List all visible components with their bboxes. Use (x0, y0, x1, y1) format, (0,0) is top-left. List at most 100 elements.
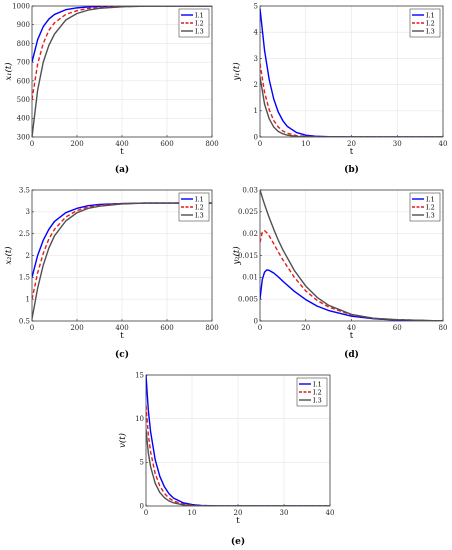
x-axis-label: t (120, 147, 124, 157)
series-line-I-2 (260, 63, 443, 137)
series-line-I-2 (32, 6, 212, 100)
y-axis-label: x₂(t) (3, 246, 14, 264)
x-axis-label: t (350, 147, 354, 157)
series-line-I-3 (260, 190, 443, 321)
legend-box (178, 192, 210, 222)
y-axis-label: y₁(t) (231, 62, 242, 81)
series-line-I-1 (32, 6, 212, 63)
series-line-I-3 (146, 429, 330, 506)
panel-caption: (d) (344, 349, 359, 360)
y-tick-label: 4 (254, 29, 259, 37)
panel-caption: (b) (344, 164, 359, 175)
x-tick-label: 20 (234, 509, 243, 517)
y-tick-label: 800 (17, 40, 30, 48)
y-tick-label: 5 (140, 459, 144, 467)
legend-label: I.3 (426, 211, 435, 219)
x-tick-label: 0 (30, 324, 34, 332)
panel-caption: (c) (115, 349, 129, 360)
legend-label: I.3 (426, 27, 435, 35)
y-tick-label: 700 (17, 59, 30, 67)
y-tick-label: 15 (135, 371, 144, 379)
y-tick-label: 0 (254, 317, 258, 325)
x-axis-label: t (120, 331, 124, 341)
legend-label: I.3 (195, 27, 204, 35)
y-tick-label: 1 (26, 296, 30, 304)
x-tick-label: 800 (205, 324, 218, 332)
x-tick-label: 40 (347, 324, 356, 332)
y-tick-label: 0.015 (238, 252, 258, 260)
y-tick-label: 10 (135, 415, 144, 423)
x-tick-label: 400 (115, 140, 128, 148)
series-line-I-2 (146, 405, 330, 506)
legend-label: I.2 (195, 19, 204, 27)
y-tick-label: 2 (254, 81, 258, 89)
legend-label: I.1 (195, 195, 204, 203)
legend-label: I.2 (426, 203, 435, 211)
y-tick-label: 2 (26, 252, 30, 260)
legend-label: I.2 (313, 388, 322, 396)
x-tick-label: 30 (280, 509, 289, 517)
legend-label: I.1 (313, 380, 322, 388)
x-tick-label: 10 (301, 140, 310, 148)
y-axis-label: y₂(t) (231, 246, 242, 265)
panel-d: 0 20 40 60 80 0 0.005 0.01 0.015 0.02 0.025 0.03 I.1… (231, 186, 447, 360)
y-tick-label: 900 (17, 21, 30, 29)
y-tick-label: 0.025 (238, 208, 258, 216)
x-tick-label: 0 (144, 509, 148, 517)
legend-label: I.1 (426, 195, 435, 203)
y-tick-label: 0.5 (19, 317, 30, 325)
x-axis-label: t (236, 516, 240, 526)
panel-c: 0 200 400 600 800 0.5 1 1.5 2 2.5 3 3.5 I.1I.2I.3 t x₂… (3, 186, 219, 360)
y-axis-label: x₁(t) (3, 62, 14, 80)
series-line-I-1 (260, 269, 443, 321)
y-tick-label: 3.5 (19, 186, 30, 194)
x-tick-label: 40 (439, 140, 448, 148)
panel-caption: (e) (231, 536, 245, 547)
x-tick-label: 0 (30, 140, 34, 148)
x-tick-label: 40 (326, 509, 335, 517)
x-tick-label: 600 (160, 324, 173, 332)
x-tick-label: 0 (258, 324, 262, 332)
x-axis-label: t (350, 331, 354, 341)
panel-a: 0 200 400 600 800 300 400 500 600 700 800 900 1000 I.… (3, 2, 219, 175)
x-tick-label: 800 (205, 140, 218, 148)
y-tick-label: 0 (140, 502, 144, 510)
y-tick-label: 0.005 (238, 296, 258, 304)
y-tick-label: 400 (17, 115, 30, 123)
legend-label: I.1 (426, 11, 435, 19)
series-line-I-3 (260, 76, 443, 137)
legend-label: I.3 (313, 396, 322, 404)
y-axis-label: v(t) (117, 433, 128, 448)
y-tick-label: 3 (254, 55, 258, 63)
y-tick-label: 300 (17, 133, 30, 141)
x-tick-label: 30 (393, 140, 402, 148)
x-tick-label: 600 (160, 140, 173, 148)
x-tick-label: 20 (301, 324, 310, 332)
y-tick-label: 2.5 (19, 230, 30, 238)
y-tick-label: 3 (26, 208, 30, 216)
panel-caption: (a) (115, 164, 129, 175)
x-tick-label: 80 (439, 324, 448, 332)
series-line-I-3 (32, 202, 212, 319)
legend-label: I.2 (426, 19, 435, 27)
panel-b: 0 10 20 30 40 0 1 2 3 4 5 I.1I.2I.3 t y₁(t) (b) (231, 2, 447, 175)
y-tick-label: 600 (17, 77, 30, 85)
y-tick-label: 0.03 (242, 186, 258, 194)
x-tick-label: 400 (115, 324, 128, 332)
x-tick-label: 0 (258, 140, 262, 148)
y-tick-label: 0.02 (242, 230, 258, 238)
y-tick-label: 1 (254, 107, 258, 115)
x-tick-label: 20 (347, 140, 356, 148)
x-tick-label: 10 (188, 509, 197, 517)
x-tick-label: 200 (70, 140, 83, 148)
y-tick-label: 5 (254, 2, 258, 10)
y-tick-label: 0 (254, 133, 258, 141)
legend-label: I.1 (195, 11, 204, 19)
y-tick-label: 0.01 (242, 274, 258, 282)
x-tick-label: 60 (393, 324, 402, 332)
series-line-I-3 (32, 6, 212, 137)
legend-label: I.2 (195, 203, 204, 211)
y-tick-label: 1.5 (19, 274, 30, 282)
x-tick-label: 200 (70, 324, 83, 332)
